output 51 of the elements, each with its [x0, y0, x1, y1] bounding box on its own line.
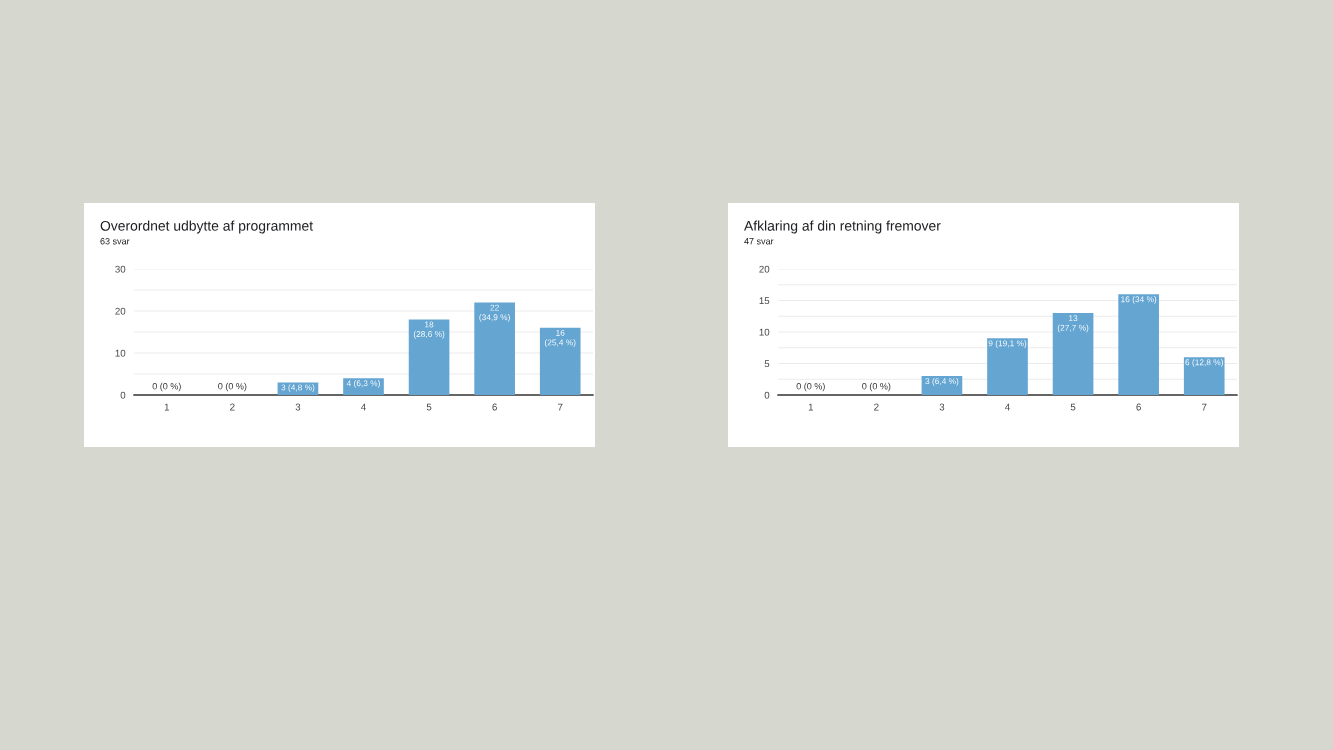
data-label: 3 (6,4 %)	[925, 377, 959, 386]
data-label: 16 (25,4 %)	[544, 329, 576, 348]
bar	[1118, 294, 1159, 395]
y-tick-label: 10	[759, 328, 770, 336]
x-tick-label: 1	[808, 403, 814, 411]
bar	[987, 338, 1028, 395]
y-tick-label: 30	[115, 265, 126, 273]
bar	[277, 382, 319, 395]
x-tick-label: 1	[164, 403, 170, 411]
x-tick-label: 7	[1202, 403, 1207, 411]
data-label: 4 (6,3 %)	[346, 380, 380, 388]
x-tick-label: 6	[1136, 403, 1141, 411]
data-label: 0 (0 %)	[796, 382, 825, 392]
data-label: 3 (4,8 %)	[281, 384, 315, 393]
data-label: 0 (0 %)	[862, 382, 891, 392]
x-tick-label: 4	[1005, 403, 1010, 411]
x-tick-label: 5	[1070, 403, 1076, 411]
x-tick-label: 2	[874, 403, 879, 411]
chart-subtitle: 63 svar	[100, 238, 130, 245]
y-tick-label: 20	[759, 265, 770, 273]
x-tick-label: 3	[295, 403, 301, 411]
x-tick-label: 6	[492, 403, 497, 411]
bar	[408, 319, 450, 395]
y-tick-label: 0	[764, 391, 770, 399]
bar	[343, 378, 384, 395]
y-tick-label: 0	[120, 391, 126, 399]
bar	[921, 376, 963, 395]
data-label: 16 (34 %)	[1121, 296, 1157, 304]
y-tick-label: 5	[764, 360, 770, 368]
bar	[539, 327, 581, 395]
chart-subtitle: 47 svar	[744, 238, 774, 245]
data-label: 9 (19,1 %)	[988, 340, 1027, 348]
x-tick-label: 4	[361, 403, 366, 411]
data-label: 6 (12,8 %)	[1185, 359, 1223, 367]
x-tick-label: 5	[426, 403, 432, 411]
y-tick-label: 15	[759, 297, 770, 305]
chart-title: Overordnet udbytte af programmet	[100, 220, 313, 234]
bar	[1183, 357, 1225, 395]
data-label: 0 (0 %)	[152, 382, 181, 392]
y-tick-label: 20	[115, 307, 126, 315]
data-label: 13 (27,7 %)	[1057, 315, 1089, 333]
y-tick-label: 10	[115, 349, 126, 357]
data-label: 0 (0 %)	[218, 382, 247, 392]
bar	[1052, 313, 1094, 395]
x-tick-label: 2	[230, 403, 235, 411]
data-label: 22 (34,9 %)	[479, 304, 510, 322]
x-tick-label: 7	[558, 403, 563, 411]
x-tick-label: 3	[939, 403, 945, 411]
chart-title: Afklaring af din retning fremover	[744, 220, 941, 234]
bar	[474, 302, 515, 395]
data-label: 18 (28,6 %)	[413, 321, 445, 339]
